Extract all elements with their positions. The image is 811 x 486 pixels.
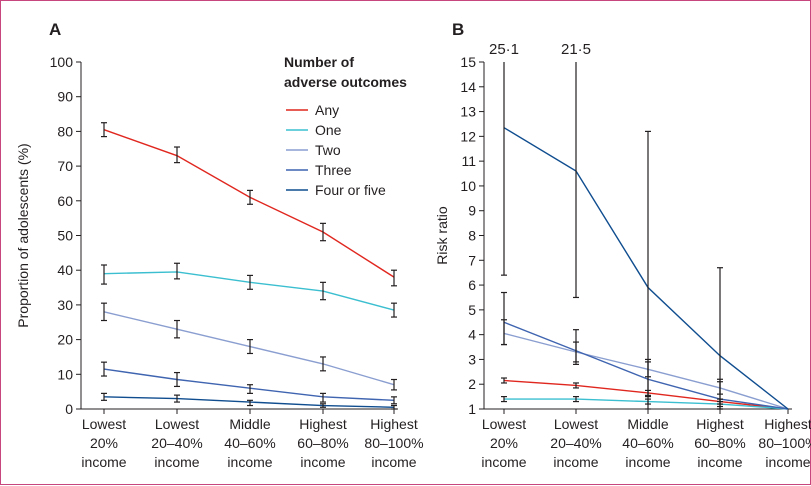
x-tick-label: income — [300, 454, 345, 470]
y-tick-label: 100 — [50, 54, 74, 70]
x-tick-label: 40–60% — [622, 435, 673, 451]
y-tick-label: 40 — [57, 262, 73, 278]
legend-label: Three — [315, 162, 352, 178]
y-tick-label: 2 — [468, 376, 476, 392]
x-tick-label: Middle — [229, 416, 270, 432]
x-tick-label: income — [765, 454, 810, 470]
y-tick-label: 3 — [468, 351, 476, 367]
y-tick-label: 30 — [57, 297, 73, 313]
y-tick-label: 4 — [468, 327, 476, 343]
y-tick-label: 13 — [460, 104, 476, 120]
panel-letter-b: B — [452, 20, 464, 39]
series-line — [103, 129, 395, 278]
series-line — [103, 311, 395, 386]
x-tick-label: 60–80% — [297, 435, 348, 451]
x-tick-label: 80–100% — [758, 435, 811, 451]
legend: Number of adverse outcomes Any One Two Thre… — [284, 54, 407, 198]
x-tick-label: Highest — [370, 416, 418, 432]
x-tick-label: 20–40% — [151, 435, 202, 451]
y-tick-label: 1 — [468, 401, 476, 417]
legend-label: Any — [315, 102, 339, 118]
series-line — [503, 127, 789, 410]
x-tick-label: Highest — [299, 416, 347, 432]
y-axis-title: Risk ratio — [434, 206, 450, 265]
series-line — [103, 271, 395, 311]
x-tick-label: income — [81, 454, 126, 470]
x-tick-label: Lowest — [554, 416, 598, 432]
y-tick-label: 14 — [460, 79, 476, 95]
y-tick-label: 20 — [57, 332, 73, 348]
y-tick-label: 90 — [57, 89, 73, 105]
x-tick-label: Lowest — [482, 416, 526, 432]
legend-label: One — [315, 122, 342, 138]
y-tick-label: 0 — [65, 401, 73, 417]
x-tick-label: Lowest — [155, 416, 199, 432]
series-line — [503, 379, 789, 410]
y-tick-label: 8 — [468, 228, 476, 244]
x-tick-label: Lowest — [82, 416, 126, 432]
legend-title-line1: Number of — [284, 54, 354, 70]
legend-title-line2: adverse outcomes — [284, 74, 407, 90]
legend-label: Two — [315, 142, 341, 158]
x-tick-label: income — [227, 454, 272, 470]
panel-letter-a: A — [49, 20, 61, 39]
y-tick-label: 10 — [57, 366, 73, 382]
upper-bound-annotation: 25·1 — [489, 41, 519, 58]
x-tick-label: 20–40% — [550, 435, 601, 451]
legend-label: Four or five — [315, 182, 386, 198]
y-tick-label: 5 — [468, 302, 476, 318]
x-tick-label: Highest — [696, 416, 744, 432]
panel-a-chart: 0 10 20 30 40 50 60 70 80 90 100 Proportion of adol… — [15, 54, 424, 470]
y-tick-label: 50 — [57, 228, 73, 244]
x-tick-label: 80–100% — [364, 435, 423, 451]
x-tick-label: Highest — [764, 416, 811, 432]
x-tick-label: income — [697, 454, 742, 470]
y-tick-label: 60 — [57, 193, 73, 209]
y-tick-label: 15 — [460, 54, 476, 70]
x-tick-label: income — [481, 454, 526, 470]
y-tick-label: 7 — [468, 252, 476, 268]
y-tick-label: 9 — [468, 203, 476, 219]
x-tick-label: income — [553, 454, 598, 470]
y-tick-label: 12 — [460, 128, 476, 144]
series-line — [503, 332, 789, 410]
x-tick-label: income — [625, 454, 670, 470]
y-tick-label: 6 — [468, 277, 476, 293]
x-tick-label: 60–80% — [694, 435, 745, 451]
x-tick-label: 40–60% — [224, 435, 275, 451]
y-tick-label: 10 — [460, 178, 476, 194]
y-axis-title: Proportion of adolescents (%) — [15, 143, 31, 327]
upper-bound-annotation: 21·5 — [561, 41, 591, 58]
x-tick-label: 20% — [490, 435, 518, 451]
x-tick-label: income — [371, 454, 416, 470]
y-tick-label: 80 — [57, 123, 73, 139]
x-tick-label: Middle — [627, 416, 668, 432]
y-tick-label: 70 — [57, 158, 73, 174]
y-tick-label: 11 — [461, 153, 476, 169]
x-tick-label: income — [154, 454, 199, 470]
x-tick-label: 20% — [90, 435, 118, 451]
